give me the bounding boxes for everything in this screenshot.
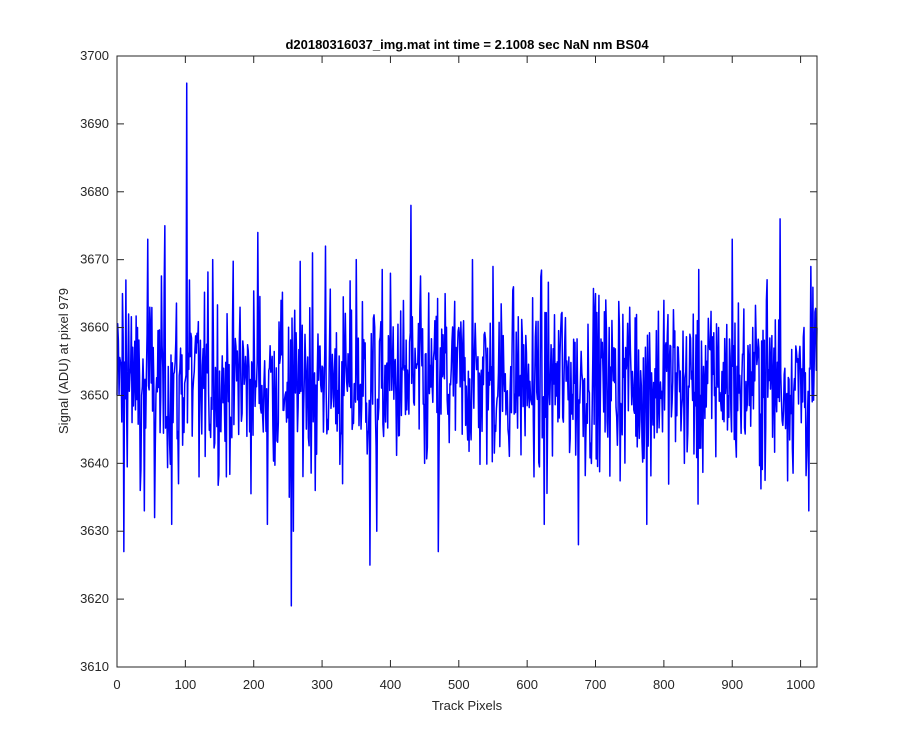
x-tick-label: 400 bbox=[380, 677, 402, 692]
x-tick-label: 600 bbox=[516, 677, 538, 692]
x-tick-label: 500 bbox=[448, 677, 470, 692]
x-tick-label: 100 bbox=[175, 677, 197, 692]
y-tick-label: 3680 bbox=[80, 184, 109, 199]
x-tick-label: 300 bbox=[311, 677, 333, 692]
y-tick-label: 3700 bbox=[80, 48, 109, 63]
x-tick-label: 200 bbox=[243, 677, 265, 692]
x-tick-label: 700 bbox=[585, 677, 607, 692]
x-tick-label: 1000 bbox=[786, 677, 815, 692]
y-tick-label: 3630 bbox=[80, 523, 109, 538]
axes-box bbox=[116, 55, 818, 668]
y-tick-label: 3660 bbox=[80, 320, 109, 335]
y-axis-label: Signal (ADU) at pixel 979 bbox=[56, 288, 71, 434]
series-layer bbox=[116, 82, 818, 607]
x-tick-label: 0 bbox=[113, 677, 120, 692]
x-tick-label: 900 bbox=[721, 677, 743, 692]
y-tick-label: 3610 bbox=[80, 659, 109, 674]
signal-series-line bbox=[116, 82, 818, 607]
y-tick-label: 3690 bbox=[80, 116, 109, 131]
y-tick-label: 3620 bbox=[80, 591, 109, 606]
x-tick-label: 800 bbox=[653, 677, 675, 692]
ticks-layer: 0 100 200 300 400 500 600 700 800 900 1000 3610 3620… bbox=[80, 48, 817, 692]
y-tick-label: 3670 bbox=[80, 252, 109, 267]
chart-title: d20180316037_img.mat int time = 2.1008 s… bbox=[285, 37, 649, 52]
x-axis-label: Track Pixels bbox=[432, 698, 503, 713]
y-tick-label: 3650 bbox=[80, 387, 109, 402]
y-tick-label: 3640 bbox=[80, 455, 109, 470]
